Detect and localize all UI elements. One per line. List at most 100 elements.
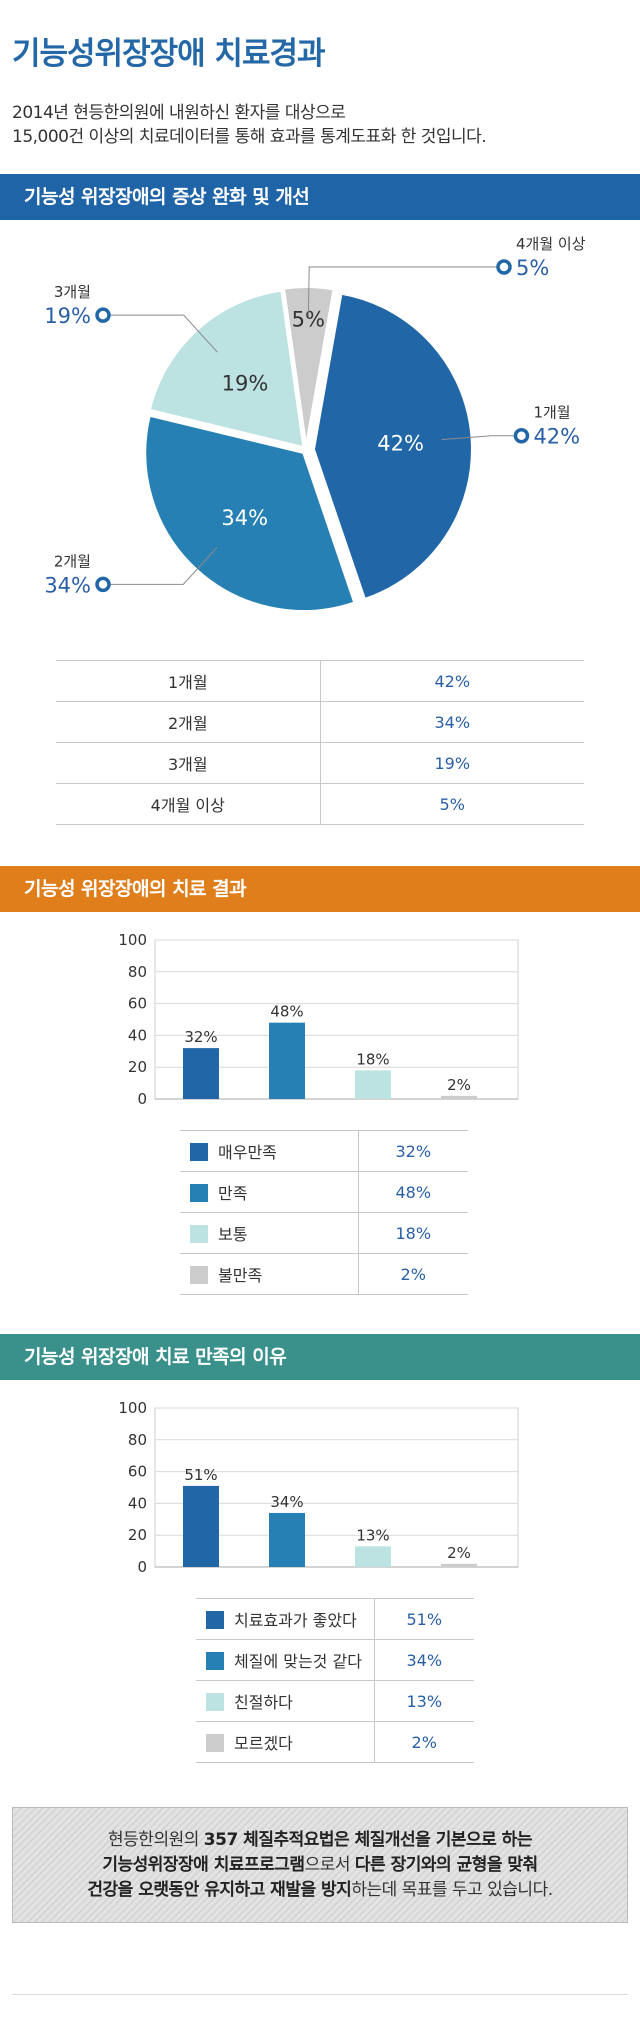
legend-label-3: 보통	[218, 1225, 248, 1244]
info-note-box: 현등한의원의 357 체질추적요법은 체질개선을 기본으로 하는 기능성위장장애…	[12, 1807, 628, 1923]
bar-data-label-4: 2%	[447, 1544, 471, 1562]
pie-callout-line-4	[307, 266, 504, 318]
bar-data-label-3: 18%	[356, 1050, 389, 1068]
pie-slice-label-1: 42%	[377, 432, 424, 456]
note-bold-1: 357 체질추적요법은 체질개선을 기본으로 하는	[203, 1830, 533, 1850]
bar-data-label-4: 2%	[447, 1076, 471, 1094]
legend-label-4: 모르겠다	[234, 1734, 293, 1753]
pie-callout-marker-2	[95, 576, 111, 593]
bar-4	[441, 1095, 477, 1099]
table-row: 치료효과가 좋았다 51%	[196, 1598, 474, 1640]
y-tick-label: 40	[128, 1494, 147, 1512]
pie-table-category-4: 4개월 이상	[56, 783, 321, 825]
legend-value-1: 32%	[358, 1130, 468, 1172]
bar-chart-result: 0 20 40 60 80 100 32% 48% 18% 2%	[118, 931, 519, 1108]
intro-line-2: 15,000건 이상의 치료데이터를 통해 효과를 통계도표화 한 것입니다.	[12, 127, 487, 147]
pie-table-category-3: 3개월	[56, 742, 321, 784]
legend-label-3: 친절하다	[234, 1693, 293, 1712]
pie-callout-value-4: 5%	[516, 256, 549, 280]
table-row: 1개월 42%	[56, 660, 584, 702]
intro-line-1: 2014년 현등한의원에 내원하신 환자를 대상으로	[12, 103, 346, 123]
pie-table-value-1: 42%	[320, 660, 584, 702]
table-row: 4개월 이상 5%	[56, 783, 584, 825]
y-tick-label: 60	[128, 995, 147, 1013]
bar-data-label-2: 34%	[270, 1493, 303, 1511]
pie-callout-line-3	[103, 314, 218, 353]
legend-category-1: 치료효과가 좋았다	[196, 1598, 375, 1640]
table-row: 모르겠다 2%	[196, 1721, 474, 1763]
y-tick-label: 0	[137, 1090, 147, 1108]
bar-data-label-2: 48%	[270, 1003, 303, 1021]
page-title: 기능성위장장애 치료경과	[12, 36, 326, 72]
bar-3	[355, 1070, 391, 1099]
pie-callout-value-2: 34%	[44, 573, 91, 597]
legend-value-4: 2%	[374, 1721, 474, 1763]
pie-callout-line-2	[103, 547, 218, 585]
bar-data-label-1: 32%	[184, 1028, 217, 1046]
legend-swatch-1	[190, 1143, 208, 1161]
legend-swatch-4	[190, 1266, 208, 1284]
section-title-symptom: 기능성 위장장애의 증상 완화 및 개선	[0, 174, 640, 220]
y-tick-label: 20	[128, 1058, 147, 1076]
legend-category-1: 매우만족	[180, 1130, 359, 1172]
table-row: 2개월 34%	[56, 701, 584, 743]
legend-label-2: 체질에 맞는것 같다	[234, 1652, 362, 1671]
y-tick-label: 100	[118, 931, 147, 949]
legend-swatch-2	[206, 1652, 224, 1670]
bar-2	[269, 1022, 305, 1099]
legend-swatch-3	[206, 1693, 224, 1711]
y-tick-label: 100	[118, 1399, 147, 1417]
legend-category-4: 불만족	[180, 1253, 359, 1295]
legend-label-1: 치료효과가 좋았다	[234, 1611, 357, 1630]
pie-table-category-1: 1개월	[56, 660, 321, 702]
pie-slice-label-3: 19%	[222, 372, 269, 396]
pie-table-value-3: 19%	[320, 742, 584, 784]
legend-category-4: 모르겠다	[196, 1721, 375, 1763]
table-row: 불만족 2%	[180, 1253, 468, 1295]
y-tick-label: 80	[128, 963, 147, 981]
table-row: 보통 18%	[180, 1212, 468, 1254]
pie-table-value-4: 5%	[320, 783, 584, 825]
legend-category-2: 만족	[180, 1171, 359, 1213]
pie-callout-value-3: 19%	[44, 304, 91, 328]
bar-chart-reason: 0 20 40 60 80 100 51% 34% 13% 2%	[118, 1399, 519, 1576]
bar-1	[183, 1048, 219, 1099]
legend-label-4: 불만족	[218, 1266, 263, 1285]
legend-value-2: 34%	[374, 1639, 474, 1681]
pie-table-value-2: 34%	[320, 701, 584, 743]
table-row: 체질에 맞는것 같다 34%	[196, 1639, 474, 1681]
table-row: 3개월 19%	[56, 742, 584, 784]
pie-callout-category-1: 1개월	[533, 404, 570, 422]
note-bold-3: 다른 장기와의 균형을 맞춰	[354, 1855, 538, 1875]
pie-callout-category-3: 3개월	[54, 283, 91, 301]
y-tick-label: 20	[128, 1526, 147, 1544]
note-text-1: 현등한의원의	[108, 1830, 204, 1850]
bar-data-label-3: 13%	[356, 1526, 389, 1544]
bar-2	[269, 1512, 305, 1567]
legend-category-3: 친절하다	[196, 1680, 375, 1722]
legend-value-2: 48%	[358, 1171, 468, 1213]
footer-divider	[12, 1994, 628, 1995]
section-title-reason: 기능성 위장장애 치료 만족의 이유	[0, 1334, 640, 1380]
reason-legend-table: 치료효과가 좋았다 51% 체질에 맞는것 같다 34% 친절하다 13% 모르겠다 2%	[196, 1598, 474, 1763]
legend-swatch-4	[206, 1734, 224, 1752]
pie-callout-value-1: 42%	[533, 425, 580, 449]
y-tick-label: 40	[128, 1026, 147, 1044]
pie-legend-table: 1개월 42% 2개월 34% 3개월 19% 4개월 이상 5%	[56, 660, 584, 825]
legend-value-4: 2%	[358, 1253, 468, 1295]
pie-callout-marker-1	[513, 427, 530, 444]
y-tick-label: 60	[128, 1463, 147, 1481]
table-row: 만족 48%	[180, 1171, 468, 1213]
pie-slice-label-2: 34%	[221, 506, 268, 530]
bar-data-label-1: 51%	[184, 1466, 217, 1484]
note-bold-4: 건강을 오랫동안 유지하고 재발을 방지	[87, 1880, 352, 1900]
bar-4	[441, 1563, 477, 1567]
pie-table-category-2: 2개월	[56, 701, 321, 743]
legend-label-2: 만족	[218, 1184, 248, 1203]
note-text-3: 하는데 목표를 두고 있습니다.	[351, 1880, 553, 1900]
legend-category-2: 체질에 맞는것 같다	[196, 1639, 375, 1681]
pie-callout-category-2: 2개월	[54, 552, 91, 570]
legend-category-3: 보통	[180, 1212, 359, 1254]
legend-value-3: 18%	[358, 1212, 468, 1254]
